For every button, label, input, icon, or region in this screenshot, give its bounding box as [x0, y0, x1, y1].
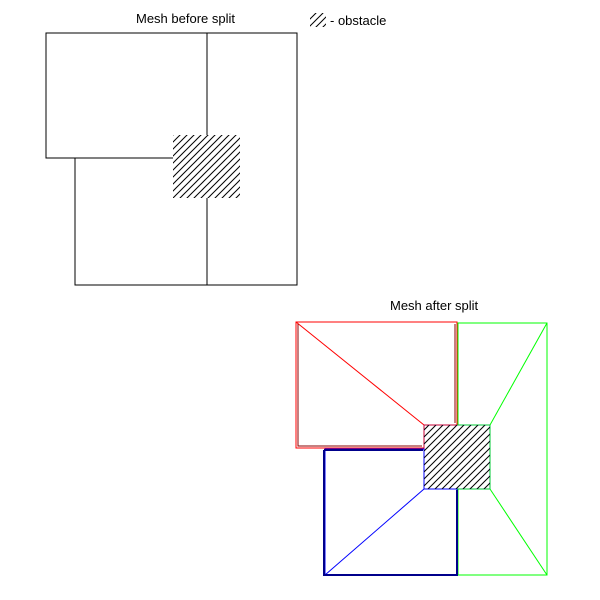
mesh-after-obstacle-border: [423, 424, 491, 490]
mesh-after-title: Mesh after split: [390, 298, 479, 313]
red-inner-outline: [297, 324, 422, 447]
green-region-diagonal-bottom: [489, 488, 548, 576]
navy-outline: [323, 450, 458, 576]
mesh-before: [45, 32, 298, 286]
mesh-after-obstacle: [424, 425, 490, 489]
red-region-diagonal: [295, 321, 425, 426]
mesh-before-title: Mesh before split: [136, 11, 235, 26]
blue-region-diagonal: [324, 488, 425, 576]
mesh-before-outline: [45, 32, 298, 286]
mesh-after-region-navy: [323, 449, 458, 576]
mesh-after: [295, 321, 548, 576]
green-region-diagonal-top: [489, 322, 548, 426]
mesh-after-region-red-inner: [297, 324, 456, 447]
legend-obstacle-swatch: [310, 13, 326, 27]
mesh-before-obstacle: [173, 135, 240, 198]
legend-label: - obstacle: [330, 13, 387, 28]
